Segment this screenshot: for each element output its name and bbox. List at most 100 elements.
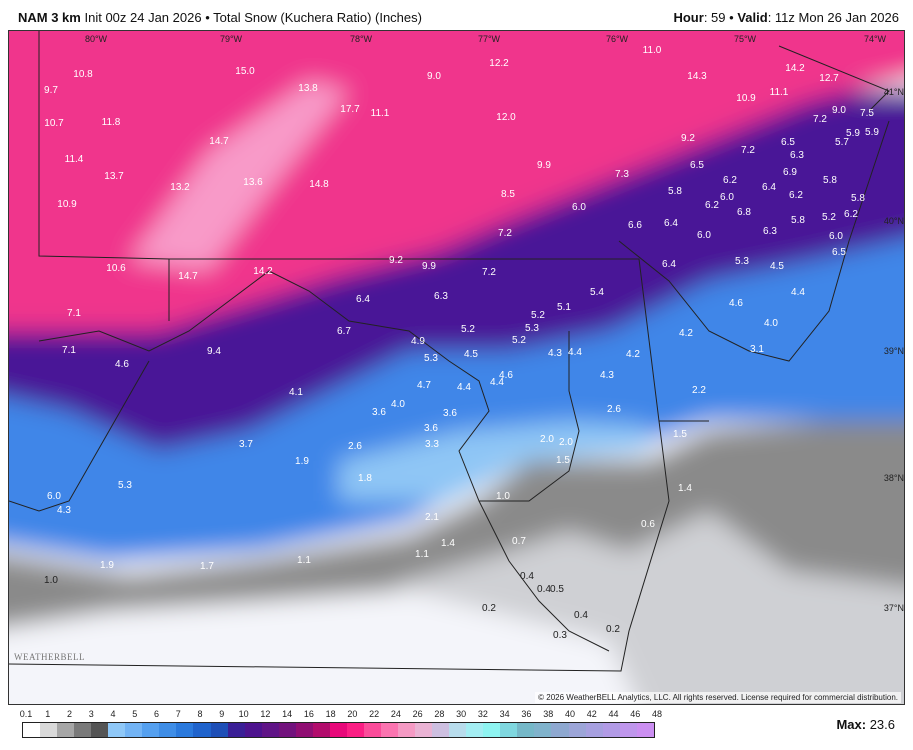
snow-value-label: 1.0 xyxy=(44,575,58,586)
colorbar-tick: 24 xyxy=(390,709,401,719)
colorbar-tick: 42 xyxy=(586,709,597,719)
snow-value-label: 13.6 xyxy=(243,177,263,188)
snow-value-label: 13.8 xyxy=(298,83,318,94)
snow-value-label: 5.7 xyxy=(835,137,849,148)
snow-value-label: 0.7 xyxy=(512,536,526,547)
longitude-label: 76°W xyxy=(606,34,629,44)
snow-value-label: 4.4 xyxy=(568,347,582,358)
snow-value-label: 13.7 xyxy=(104,171,124,182)
snow-value-label: 14.7 xyxy=(178,271,198,282)
snow-value-label: 14.3 xyxy=(687,71,707,82)
snow-value-label: 6.3 xyxy=(434,291,448,302)
latitude-label: 37°N xyxy=(884,603,904,613)
snow-value-label: 6.5 xyxy=(832,247,846,258)
snow-value-label: 4.2 xyxy=(626,349,640,360)
snow-value-label: 0.2 xyxy=(482,603,496,614)
snow-value-label: 9.9 xyxy=(537,160,551,171)
hour-label: Hour xyxy=(673,10,704,25)
forecast-hour: 59 xyxy=(711,10,726,25)
snow-value-label: 5.8 xyxy=(823,175,837,186)
snow-value-label: 1.5 xyxy=(556,455,570,466)
snow-value-label: 6.6 xyxy=(628,220,642,231)
colorbar-swatch xyxy=(74,723,92,737)
snow-value-label: 4.4 xyxy=(490,377,504,388)
snow-value-label: 4.5 xyxy=(770,261,784,272)
snow-value-label: 6.7 xyxy=(337,326,351,337)
colorbar-tick: 36 xyxy=(521,709,532,719)
colorbar-swatch xyxy=(210,723,228,737)
snow-value-label: 5.9 xyxy=(865,127,879,138)
snow-value-label: 6.4 xyxy=(356,294,370,305)
snow-value-label: 1.4 xyxy=(441,538,455,549)
longitude-label: 75°W xyxy=(734,34,757,44)
colorbar-swatch xyxy=(534,723,552,737)
colorbar-swatch xyxy=(125,723,143,737)
snow-value-label: 10.9 xyxy=(736,93,756,104)
snow-value-label: 9.0 xyxy=(427,71,441,82)
snow-value-label: 7.2 xyxy=(741,145,755,156)
colorbar-tick: 5 xyxy=(132,709,138,719)
separator: • xyxy=(729,10,734,25)
snow-value-label: 5.2 xyxy=(512,335,526,346)
colorbar-tick: 14 xyxy=(282,709,293,719)
colorbar-swatch xyxy=(449,723,467,737)
snow-value-label: 6.3 xyxy=(790,150,804,161)
snow-value-label: 4.5 xyxy=(464,349,478,360)
snow-value-label: 4.2 xyxy=(679,328,693,339)
colorbar-swatch xyxy=(91,723,109,737)
snow-value-label: 5.8 xyxy=(851,193,865,204)
snow-value-label: 4.6 xyxy=(499,370,513,381)
longitude-label: 78°W xyxy=(350,34,373,44)
snow-value-label: 14.8 xyxy=(309,179,329,190)
longitude-label: 79°W xyxy=(220,34,243,44)
colorbar-tick: 46 xyxy=(630,709,641,719)
colorbar-swatch xyxy=(568,723,586,737)
snow-value-label: 6.0 xyxy=(697,230,711,241)
snow-value-label: 5.2 xyxy=(822,212,836,223)
snow-value-label: 5.2 xyxy=(461,324,475,335)
snow-value-label: 0.6 xyxy=(641,519,655,530)
colorbar-swatch xyxy=(398,723,416,737)
longitude-label: 80°W xyxy=(85,34,108,44)
snow-value-label: 1.9 xyxy=(295,456,309,467)
colorbar-swatch xyxy=(244,723,262,737)
snow-value-label: 8.5 xyxy=(501,189,515,200)
model-name: NAM 3 km xyxy=(18,10,81,25)
snow-value-label: 6.4 xyxy=(662,259,676,270)
colorbar-swatch xyxy=(278,723,296,737)
colorbar-tick: 44 xyxy=(608,709,619,719)
heavy-snow-area xyxy=(9,31,904,331)
snow-value-labels: 10.8 9.7 10.7 11.8 11.4 13.7 10.9 15.0 13.8 17.7 1… xyxy=(44,45,879,641)
snow-value-label: 15.0 xyxy=(235,66,255,77)
snow-value-label: 6.4 xyxy=(762,182,776,193)
snow-field xyxy=(9,31,904,704)
snow-value-label: 4.1 xyxy=(289,387,303,398)
heavy-pink-band xyxy=(129,81,349,271)
snow-value-label: 0.4 xyxy=(574,610,588,621)
snow-value-label: 9.2 xyxy=(681,133,695,144)
colorbar-swatch xyxy=(415,723,433,737)
colorbar-swatch xyxy=(108,723,126,737)
snow-value-label: 9.2 xyxy=(389,255,403,266)
snow-value-label: 4.7 xyxy=(417,380,431,391)
map-title: NAM 3 km Init 00z 24 Jan 2026 • Total Sn… xyxy=(18,10,422,25)
colorbar-tick: 40 xyxy=(564,709,575,719)
snowfall-map: 80°W 79°W 78°W 77°W 76°W 75°W 74°W 41°N 40°N 39°… xyxy=(8,30,905,705)
light-trace-area xyxy=(389,511,904,704)
colorbar-tick: 3 xyxy=(88,709,94,719)
snow-value-label: 11.0 xyxy=(643,45,662,56)
snow-value-label: 14.2 xyxy=(785,63,805,74)
snow-value-label: 12.0 xyxy=(496,112,516,123)
snow-value-label: 2.6 xyxy=(348,441,362,452)
colorbar-swatch xyxy=(363,723,381,737)
snow-value-label: 6.8 xyxy=(737,207,751,218)
snow-value-label: 3.6 xyxy=(424,423,438,434)
snow-value-label: 6.2 xyxy=(723,175,737,186)
colorbar-tick: 48 xyxy=(651,709,663,719)
snow-value-label: 4.3 xyxy=(57,505,71,516)
longitude-labels: 80°W 79°W 78°W 77°W 76°W 75°W 74°W xyxy=(85,34,887,44)
snow-value-label: 3.1 xyxy=(750,344,764,355)
colorbar xyxy=(22,722,655,738)
snow-value-label: 5.3 xyxy=(424,353,438,364)
snow-value-label: 9.0 xyxy=(832,105,846,116)
